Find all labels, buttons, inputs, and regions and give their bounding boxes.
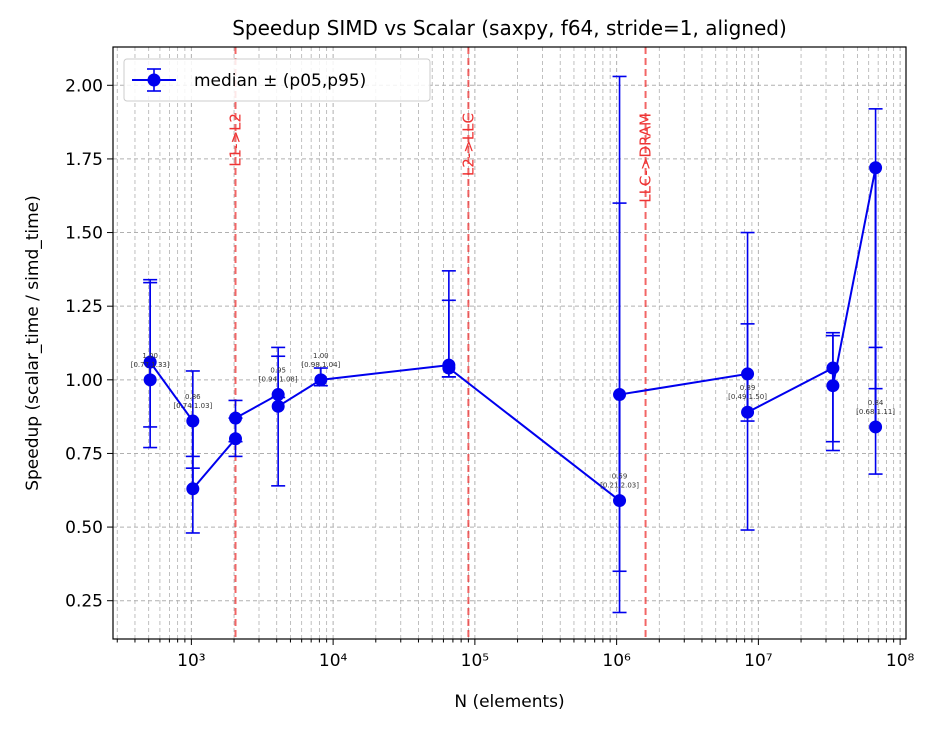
point-annotation-range: [0.74,1.03] <box>173 402 212 410</box>
data-point <box>869 161 883 175</box>
point-annotation-range: [0.49,1.50] <box>728 393 767 401</box>
chart-title: Speedup SIMD vs Scalar (saxpy, f64, stri… <box>232 16 787 40</box>
axes: 10³ 10⁴ 10⁵ 10⁶ 10⁷ 10⁸ 0.25 0.50 0.75 1.00 1.25 1.… <box>65 76 914 671</box>
point-annotation-range: [0.21,2.03] <box>600 482 639 490</box>
y-tick-label: 0.50 <box>65 518 103 538</box>
y-tick-label: 0.25 <box>65 592 103 612</box>
legend: median ± (p05,p95) <box>123 58 431 102</box>
data-point <box>186 482 200 496</box>
legend-label: median ± (p05,p95) <box>194 71 366 91</box>
point-annotation-median: 0.89 <box>740 384 756 392</box>
cache-boundary-lines: L1->L2 L2->LLC LLC->DRAM <box>226 47 655 639</box>
data-point <box>826 379 840 393</box>
y-tick-label: 1.50 <box>65 224 103 244</box>
point-annotation-median: 0.95 <box>270 367 286 375</box>
x-tick-label: 10⁶ <box>602 651 631 671</box>
plot-frame <box>112 46 907 640</box>
data-point <box>314 373 328 387</box>
x-axis-title: N (elements) <box>454 692 564 712</box>
data-point <box>228 411 242 425</box>
point-annotation-range: [0.98,1.04] <box>301 361 340 369</box>
legend-dot <box>147 73 161 87</box>
data-point <box>613 388 627 402</box>
y-tick-label: 1.25 <box>65 297 103 317</box>
data-point <box>442 361 456 375</box>
data-point <box>186 414 200 428</box>
x-tick-label: 10⁵ <box>461 651 489 671</box>
legend-marker <box>132 68 176 92</box>
data-point <box>741 405 755 419</box>
data-point <box>228 432 242 446</box>
legend-box <box>123 58 431 102</box>
point-annotation-range: [0.94,1.08] <box>259 376 298 384</box>
data-point <box>826 361 840 375</box>
y-tick-label: 1.00 <box>65 371 103 391</box>
point-annotation-median: 1.00 <box>313 352 329 360</box>
cache-boundary-label: L1->L2 <box>226 113 244 167</box>
point-annotation-median: 0.86 <box>185 393 201 401</box>
y-tick-label: 1.75 <box>65 150 103 170</box>
cache-boundary-label: L2->LLC <box>459 113 477 176</box>
point-annotation-range: [0.77,1.33] <box>131 361 170 369</box>
x-tick-label: 10⁸ <box>886 651 915 671</box>
data-point <box>869 420 883 434</box>
point-annotation-range: [0.68,1.11] <box>856 408 895 416</box>
point-annotation-median: 1.00 <box>142 352 158 360</box>
data-point <box>741 367 755 381</box>
data-point <box>143 355 157 369</box>
x-tick-label: 10³ <box>177 651 205 671</box>
y-tick-label: 0.75 <box>65 444 103 464</box>
data-point <box>271 399 285 413</box>
x-tick-label: 10⁷ <box>744 651 773 671</box>
point-annotation-median: 0.59 <box>612 473 628 481</box>
data-point <box>143 373 157 387</box>
grid <box>113 47 906 639</box>
point-annotations: 1.00[0.77,1.33]0.86[0.74,1.03]0.95[0.94,… <box>131 352 896 490</box>
y-tick-label: 2.00 <box>65 76 103 96</box>
y-axis-title: Speedup (scalar_time / simd_time) <box>23 195 43 491</box>
point-annotation-median: 0.84 <box>868 399 884 407</box>
series-median <box>143 75 883 614</box>
x-tick-label: 10⁴ <box>319 651 348 671</box>
data-point <box>613 494 627 508</box>
cache-boundary-label: LLC->DRAM <box>637 113 655 203</box>
data-point <box>271 388 285 402</box>
